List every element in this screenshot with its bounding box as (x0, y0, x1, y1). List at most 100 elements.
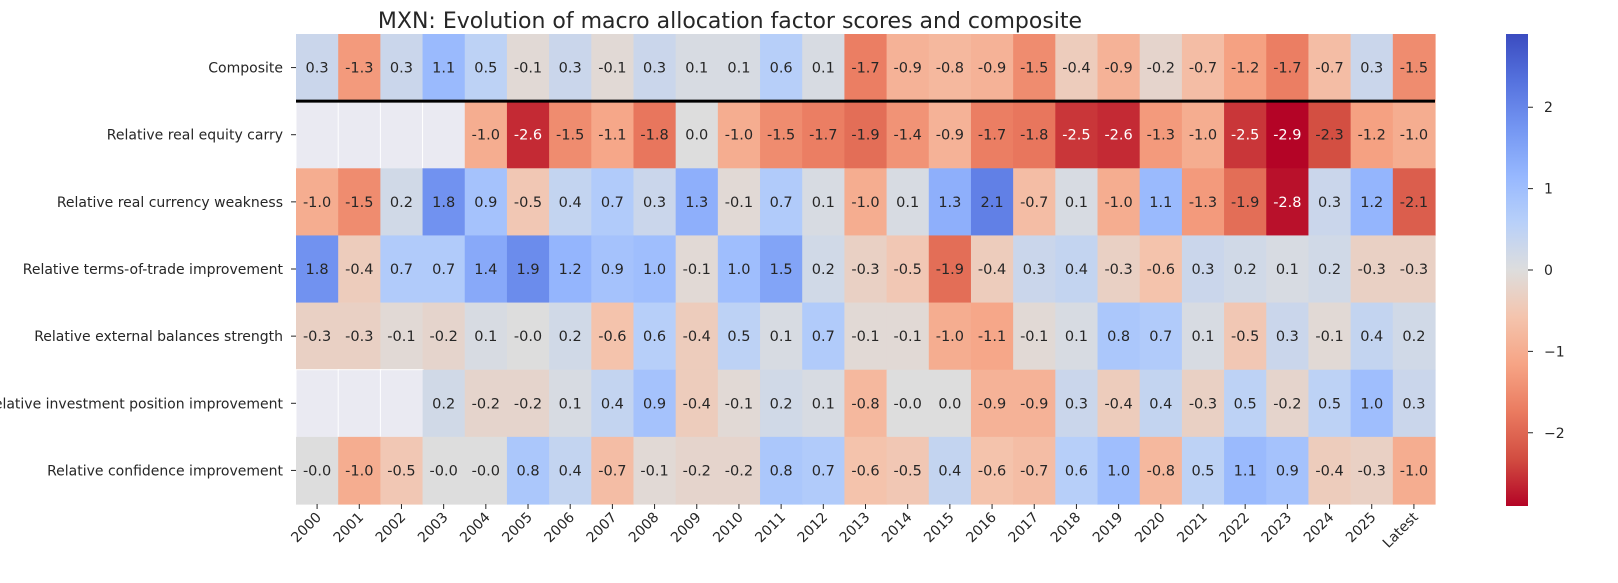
column-label: 2002 (373, 510, 410, 547)
cell-value-label: 0.2 (770, 396, 793, 412)
heatmap-cell (1013, 369, 1056, 438)
cell-value-label: 0.6 (770, 61, 793, 77)
cell-value-label: -0.2 (514, 396, 542, 412)
heatmap-cell (1097, 302, 1141, 371)
cell-value-label: 0.4 (1065, 262, 1088, 278)
heatmap-cell (1392, 101, 1436, 169)
cell-value-label: -1.0 (345, 463, 373, 479)
cell-value-label: 0.1 (812, 195, 835, 211)
heatmap-cell-missing (379, 100, 424, 170)
cell-value-label: -2.6 (1104, 128, 1132, 144)
cell-value-label: 1.2 (1360, 195, 1383, 211)
cell-value-label: 0.2 (390, 195, 413, 211)
cell-value-label: -0.5 (387, 463, 415, 479)
cell-value-label: -0.3 (1189, 396, 1217, 412)
cell-value-label: -0.3 (1358, 463, 1386, 479)
cell-value-label: -1.4 (894, 128, 922, 144)
cell-value-label: -1.5 (1400, 61, 1428, 77)
cell-value-label: 0.1 (812, 396, 835, 412)
cell-value-label: -1.2 (1231, 61, 1259, 77)
heatmap-cell (760, 34, 803, 102)
cell-value-label: -1.5 (767, 128, 795, 144)
cell-value-label: -0.5 (894, 262, 922, 278)
heatmap-cell-missing (337, 100, 382, 170)
heatmap-cell (675, 235, 719, 304)
heatmap-cell (1097, 369, 1141, 438)
cell-value-label: 0.6 (1065, 463, 1088, 479)
cell-value-label: 0.1 (1065, 195, 1088, 211)
heatmap-cell (1139, 235, 1183, 304)
heatmap-cell (928, 302, 972, 371)
heatmap-cell (1055, 302, 1099, 371)
cell-value-label: -1.0 (472, 128, 500, 144)
heatmap-cell (1139, 436, 1183, 505)
cell-value-label: 0.4 (938, 463, 961, 479)
heatmap-cell (1181, 168, 1225, 237)
cell-value-label: -0.8 (936, 61, 964, 77)
column-label: 2013 (837, 510, 874, 547)
heatmap-cell (970, 101, 1014, 169)
colorbar-tick-label: 1 (1544, 182, 1553, 198)
cell-value-label: -1.0 (1400, 128, 1428, 144)
cell-value-label: 0.1 (896, 195, 919, 211)
cell-value-label: 0.8 (770, 463, 793, 479)
cell-value-label: -0.5 (1231, 329, 1259, 345)
heatmap-cell (1013, 101, 1056, 169)
cell-value-label: -1.8 (1020, 128, 1048, 144)
cell-value-label: -0.0 (514, 329, 542, 345)
heatmap-cell (886, 34, 930, 102)
cell-value-label: 0.1 (685, 61, 708, 77)
cell-value-label: 0.9 (601, 262, 624, 278)
cell-value-label: 0.3 (559, 61, 582, 77)
heatmap-cell-missing (422, 100, 466, 170)
heatmap-cell (802, 235, 846, 304)
colorbar-tick-label: −1 (1544, 344, 1565, 360)
heatmap-cell (1224, 101, 1267, 169)
cell-value-label: -0.5 (894, 463, 922, 479)
cell-value-label: -0.3 (851, 262, 879, 278)
cell-value-label: -0.9 (978, 396, 1006, 412)
cell-value-label: 1.0 (643, 262, 666, 278)
heatmap-cell (296, 34, 339, 102)
heatmap-cell (970, 235, 1014, 304)
heatmap-cell (844, 436, 888, 505)
cell-value-label: -0.1 (725, 396, 753, 412)
heatmap-cell (802, 436, 846, 505)
heatmap-cell (886, 101, 930, 169)
heatmap-cell (760, 436, 803, 505)
heatmap-cell (1013, 436, 1056, 505)
column-label: 2010 (710, 510, 747, 547)
heatmap-cell (549, 369, 592, 438)
column-label: 2014 (879, 509, 916, 546)
heatmap-cell (591, 34, 635, 102)
cell-value-label: -1.0 (851, 195, 879, 211)
heatmap-cell (1097, 34, 1141, 102)
heatmap-cell (717, 235, 761, 304)
heatmap-cell (1139, 369, 1183, 438)
heatmap-cell (844, 34, 888, 102)
cell-value-label: -0.4 (345, 262, 373, 278)
column-label: 2023 (1259, 510, 1296, 547)
heatmap-cell (1055, 101, 1099, 169)
heatmap-cell (717, 302, 761, 371)
heatmap-cell (380, 436, 424, 505)
heatmap-cell (464, 302, 508, 371)
heatmap-cell (1181, 436, 1225, 505)
cell-value-label: -1.0 (303, 195, 331, 211)
cell-value-label: -0.1 (1020, 329, 1048, 345)
cell-value-label: -0.7 (1315, 61, 1343, 77)
cell-value-label: -0.4 (978, 262, 1006, 278)
cell-value-label: 0.3 (306, 61, 329, 77)
heatmap-cell-missing (295, 100, 340, 170)
heatmap-cell (1392, 436, 1436, 505)
column-label: Latest (1380, 509, 1422, 551)
cell-value-label: 1.3 (685, 195, 708, 211)
cell-value-label: 1.1 (432, 61, 455, 77)
cell-value-label: -1.7 (978, 128, 1006, 144)
heatmap-cell (591, 101, 635, 169)
cell-value-label: -0.9 (1104, 61, 1132, 77)
heatmap-cell (844, 168, 888, 237)
cell-value-label: -0.4 (683, 396, 711, 412)
cell-value-label: -0.3 (345, 329, 373, 345)
heatmap-cell (760, 235, 803, 304)
